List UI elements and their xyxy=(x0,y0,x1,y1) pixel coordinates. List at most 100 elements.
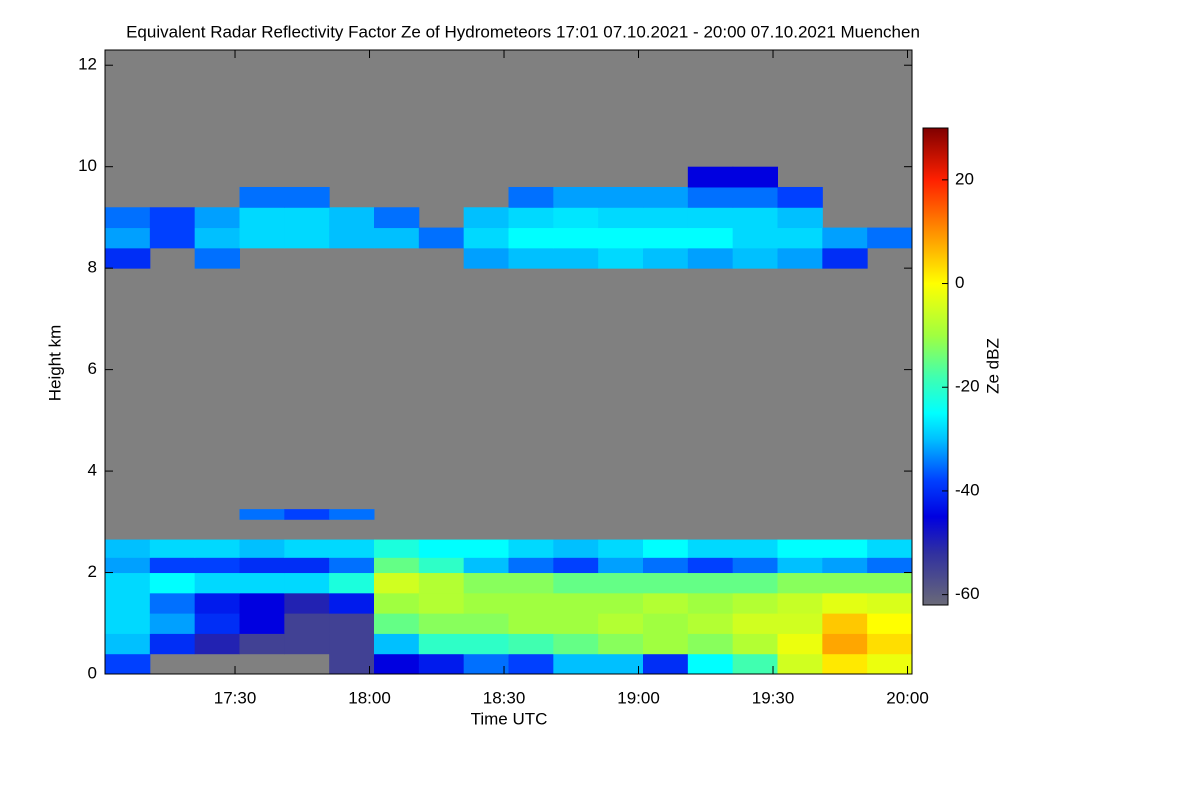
heatmap-cell xyxy=(687,247,734,269)
heatmap-cell xyxy=(374,539,420,558)
heatmap-cell xyxy=(598,247,644,269)
heatmap-cell xyxy=(374,613,420,634)
y-axis-label: Height km xyxy=(45,325,64,402)
heatmap-cell xyxy=(329,613,375,634)
heatmap-cell xyxy=(553,633,599,655)
x-tick-label: 19:30 xyxy=(752,688,795,707)
heatmap-cell xyxy=(777,557,823,574)
colorbar-tick-label: 20 xyxy=(955,169,974,188)
heatmap-cell xyxy=(822,539,868,558)
heatmap-cell xyxy=(508,186,554,208)
heatmap-cell xyxy=(374,572,420,594)
heatmap-cell xyxy=(284,539,330,558)
heatmap-cell xyxy=(508,539,554,558)
heatmap-cell xyxy=(687,633,734,655)
heatmap-cell xyxy=(867,613,913,634)
heatmap-cell xyxy=(553,247,599,269)
heatmap-cell xyxy=(329,633,375,655)
heatmap-cell xyxy=(418,613,465,634)
heatmap-cell xyxy=(284,186,330,208)
heatmap-cell xyxy=(732,539,778,558)
heatmap-cell xyxy=(687,186,734,208)
heatmap-cell xyxy=(643,613,689,634)
heatmap-cell xyxy=(463,247,509,269)
heatmap-cell xyxy=(598,539,644,558)
heatmap-cell xyxy=(418,539,465,558)
heatmap-cell xyxy=(508,557,554,574)
heatmap-cell xyxy=(598,613,644,634)
heatmap-cell xyxy=(643,186,689,208)
heatmap-cell xyxy=(643,557,689,574)
heatmap-cell xyxy=(822,247,868,269)
heatmap-cell xyxy=(194,539,240,558)
heatmap-cell xyxy=(643,247,689,269)
heatmap-cell xyxy=(149,539,196,558)
heatmap-cell xyxy=(687,557,734,574)
y-tick-label: 2 xyxy=(88,562,97,581)
heatmap-cell xyxy=(598,592,644,614)
heatmap-cell xyxy=(284,633,330,655)
heatmap-cell xyxy=(329,572,375,594)
heatmap-cell xyxy=(598,633,644,655)
heatmap-cell xyxy=(732,207,778,229)
heatmap-cell xyxy=(194,592,240,614)
heatmap-cell xyxy=(105,613,151,634)
heatmap-cell xyxy=(687,653,734,675)
heatmap-cell xyxy=(463,572,509,594)
heatmap-cell xyxy=(867,227,913,249)
colorbar-label: Ze dBZ xyxy=(983,338,1002,394)
heatmap-cell xyxy=(329,557,375,574)
heatmap-cell xyxy=(822,572,868,594)
heatmap-cell xyxy=(194,613,240,634)
heatmap-cell xyxy=(598,186,644,208)
heatmap-cell xyxy=(149,572,196,594)
heatmap-cell xyxy=(732,572,778,594)
heatmap-cell xyxy=(732,653,778,675)
heatmap-cell xyxy=(598,653,644,675)
heatmap-cell xyxy=(374,633,420,655)
heatmap-cell xyxy=(105,633,151,655)
heatmap-cell xyxy=(284,509,330,520)
heatmap-cell xyxy=(822,653,868,675)
heatmap-cell xyxy=(239,572,285,594)
heatmap-cell xyxy=(329,509,375,520)
heatmap-cell xyxy=(732,613,778,634)
heatmap-cell xyxy=(732,227,778,249)
heatmap-cell xyxy=(239,509,285,520)
heatmap-cell xyxy=(284,557,330,574)
heatmap-cell xyxy=(508,572,554,594)
heatmap-cell xyxy=(508,207,554,229)
heatmap-cell xyxy=(732,186,778,208)
heatmap-cell xyxy=(239,207,285,229)
y-tick-label: 8 xyxy=(88,258,97,277)
heatmap-cell xyxy=(105,247,151,269)
heatmap-cell xyxy=(777,592,823,614)
heatmap-cell xyxy=(374,592,420,614)
heatmap-cell xyxy=(149,227,196,249)
heatmap-cell xyxy=(643,633,689,655)
heatmap-cell xyxy=(105,592,151,614)
heatmap-cell xyxy=(149,633,196,655)
heatmap-cell xyxy=(418,592,465,614)
heatmap-cell xyxy=(732,166,778,188)
heatmap-cell xyxy=(732,592,778,614)
heatmap-cell xyxy=(822,227,868,249)
heatmap-cell xyxy=(149,613,196,634)
heatmap-cell xyxy=(508,227,554,249)
heatmap-cell xyxy=(643,592,689,614)
heatmap-cell xyxy=(553,186,599,208)
heatmap-cell xyxy=(239,613,285,634)
heatmap-cell xyxy=(508,613,554,634)
heatmap-cell xyxy=(822,592,868,614)
heatmap-cell xyxy=(598,207,644,229)
heatmap-cell xyxy=(687,613,734,634)
heatmap-cell xyxy=(777,653,823,675)
heatmap-cell xyxy=(239,227,285,249)
heatmap-cell xyxy=(463,633,509,655)
heatmap-cell xyxy=(239,592,285,614)
heatmap-cell xyxy=(239,557,285,574)
y-tick-label: 6 xyxy=(88,359,97,378)
x-tick-label: 17:30 xyxy=(214,688,257,707)
x-tick-label: 18:00 xyxy=(348,688,391,707)
heatmap-cell xyxy=(732,247,778,269)
